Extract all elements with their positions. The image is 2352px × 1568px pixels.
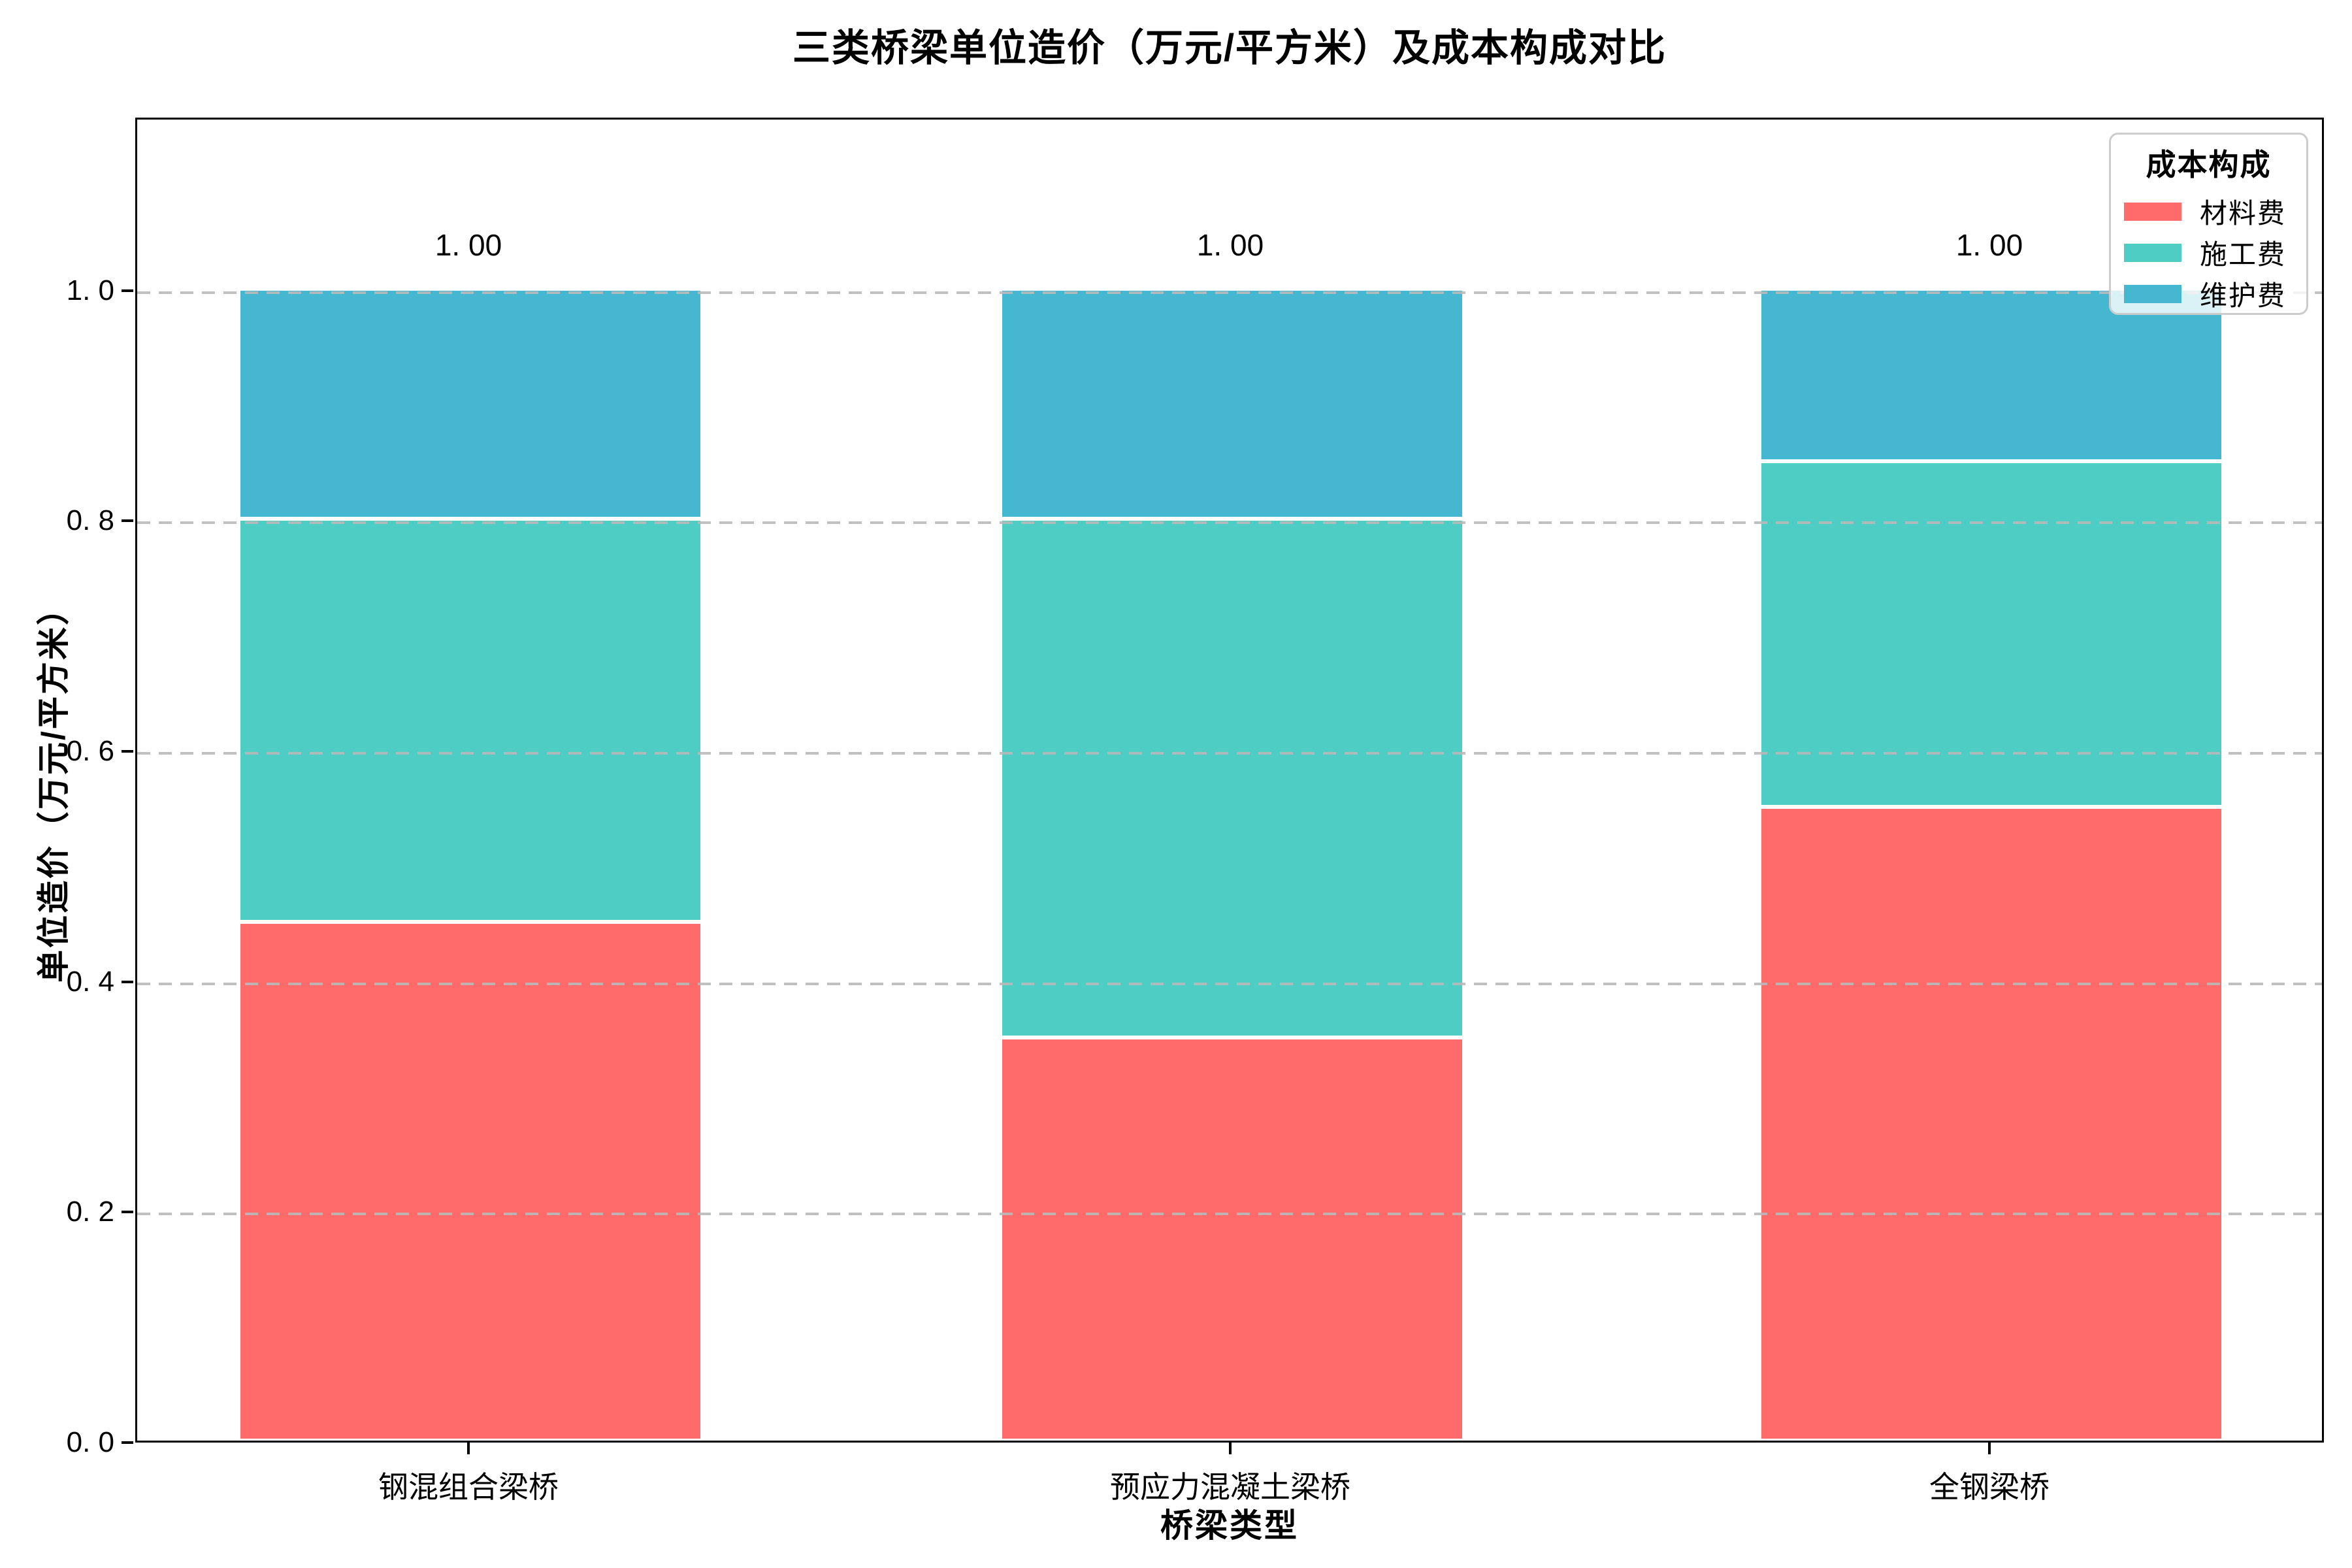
legend-entry-维护费: 维护费	[2124, 273, 2293, 314]
y-tick	[122, 1441, 133, 1444]
chart-title: 三类桥梁单位造价（万元/平方米）及成本构成对比	[792, 27, 1667, 69]
y-tick-label: 0. 0	[66, 1426, 114, 1458]
legend-entry-施工费: 施工费	[2124, 232, 2293, 273]
bar-segment-全钢梁桥-材料费	[1759, 807, 2223, 1441]
legend-label: 维护费	[2200, 280, 2287, 311]
legend-title: 成本构成	[2146, 148, 2272, 182]
bar-segment-预应力混凝土梁桥-材料费	[1000, 1037, 1464, 1441]
bar-segment-预应力混凝土梁桥-施工费	[1000, 519, 1464, 1037]
y-tick	[122, 289, 133, 292]
y-tick-label: 1. 0	[66, 274, 114, 306]
x-tick	[467, 1443, 470, 1454]
bar-total-label: 1. 00	[1955, 228, 2023, 262]
x-tick-label-全钢梁桥: 全钢梁桥	[1929, 1470, 2050, 1504]
legend-entry-材料费: 材料费	[2124, 191, 2293, 232]
legend-swatch-施工费	[2124, 243, 2181, 262]
legend-label: 施工费	[2200, 239, 2287, 270]
y-tick-label: 0. 2	[66, 1196, 114, 1228]
legend-swatch-材料费	[2124, 202, 2181, 221]
plot-area	[135, 118, 2324, 1443]
bar-total-label: 1. 00	[434, 228, 502, 262]
legend-label: 材料费	[2200, 198, 2287, 229]
y-axis-label: 单位造价（万元/平方米）	[35, 591, 72, 983]
legend-box: 成本构成 材料费施工费维护费	[2109, 133, 2308, 315]
x-tick	[1229, 1443, 1232, 1454]
x-tick	[1988, 1443, 1991, 1454]
bar-segment-钢混组合梁桥-施工费	[238, 519, 702, 923]
y-tick-label: 0. 8	[66, 504, 114, 537]
y-tick	[122, 980, 133, 983]
y-tick-label: 0. 6	[66, 734, 114, 767]
y-tick-label: 0. 4	[66, 965, 114, 998]
bar-total-label: 1. 00	[1196, 228, 1264, 262]
legend-swatch-维护费	[2124, 284, 2181, 303]
bar-segment-预应力混凝土梁桥-维护费	[1000, 288, 1464, 519]
x-tick-label-预应力混凝土梁桥: 预应力混凝土梁桥	[1110, 1470, 1350, 1504]
x-tick-label-钢混组合梁桥: 钢混组合梁桥	[378, 1470, 559, 1504]
bar-segment-全钢梁桥-施工费	[1759, 461, 2223, 808]
y-tick	[122, 1211, 133, 1214]
y-tick	[122, 519, 133, 523]
bar-segment-全钢梁桥-维护费	[1759, 288, 2223, 462]
bar-segment-钢混组合梁桥-材料费	[238, 922, 702, 1441]
bar-segment-钢混组合梁桥-维护费	[238, 288, 702, 519]
y-tick	[122, 749, 133, 753]
x-axis-label: 桥梁类型	[1160, 1507, 1299, 1544]
